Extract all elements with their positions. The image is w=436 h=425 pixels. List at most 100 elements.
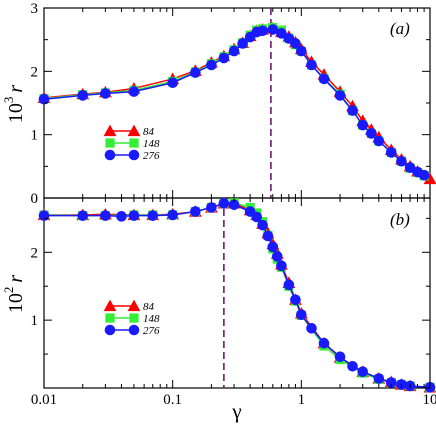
data-point-276 [357,119,369,131]
data-point-276 [38,93,50,105]
data-point-276 [228,45,240,57]
series-line-148 [43,201,431,389]
data-point-276 [251,211,263,223]
data-point-276 [100,210,111,221]
legend-marker-276 [128,149,140,161]
data-point-276 [271,251,283,262]
y-tick-label: 1 [31,128,39,144]
data-point-276 [257,219,268,231]
svg-text:103r: 103 r [1,85,27,124]
series-276 [38,24,430,181]
data-point-276 [218,198,230,209]
plot-frame-a [43,7,431,199]
x-tick-label: 1 [298,392,306,408]
data-point-276 [366,128,377,139]
legend-marker-84 [127,299,141,312]
y-tick-label: 1 [31,313,39,329]
data-point-276 [147,210,159,221]
y-tick-label: 2 [31,64,39,80]
legend-marker-276 [128,324,140,336]
y-label-prefix-a: 10 [5,103,27,123]
plot-frame-b [43,197,431,389]
data-point-276 [347,360,358,372]
y-tick-label: 2 [31,245,39,261]
data-point-276 [167,209,178,221]
y-label-var-b: r [5,275,27,283]
x-tick-label: 0.1 [163,392,182,408]
data-point-276 [77,210,89,221]
data-point-276 [418,169,430,181]
legend-label-84: 84 [143,301,155,313]
legend-marker-84 [103,124,117,137]
data-point-276 [100,88,111,99]
data-point-276 [116,211,127,222]
legend-label-276: 276 [143,150,160,162]
panel-label-a: (a) [390,19,410,38]
data-point-276 [276,28,287,39]
data-point-276 [77,90,89,101]
y-axis-label-a: 103 r [1,85,27,124]
data-point-276 [373,373,385,384]
data-point-276 [306,59,317,71]
panel-label-b: (b) [390,210,410,229]
data-point-276 [373,135,385,147]
legend-label-148: 148 [143,138,160,150]
data-point-276 [228,199,240,211]
data-point-84 [423,172,436,185]
data-point-276 [190,206,201,217]
y-tick-label: 3 [31,1,39,17]
data-point-276 [190,67,201,78]
legend-marker-148 [129,313,139,323]
legend-marker-276 [104,324,116,336]
y-label-prefix-b: 10 [5,293,27,313]
series-148 [39,198,435,392]
data-point-276 [267,241,279,253]
legend-label-148: 148 [143,313,160,325]
legend-marker-276 [104,149,116,161]
y-axis-label-b: 102 r [1,275,27,314]
series-84 [37,197,436,393]
data-point-276 [267,24,279,35]
data-point-276 [38,210,50,221]
data-point-276 [257,25,268,37]
x-axis-label: γ [231,399,241,423]
data-point-276 [385,377,397,388]
series-276 [38,198,436,393]
data-point-276 [262,230,274,242]
series-line-84 [44,202,431,389]
data-point-276 [334,90,346,101]
data-point-276 [206,59,217,71]
data-point-276 [347,105,358,116]
svg-text:102r: 102 r [1,275,27,314]
data-point-276 [290,38,301,49]
legend-marker-84 [127,124,141,137]
legend-label-276: 276 [143,325,160,337]
legend-marker-148 [105,313,115,323]
legend-label-84: 84 [143,126,155,138]
series-line-276 [44,202,431,389]
data-point-276 [237,38,248,49]
data-point-276 [334,351,346,363]
legend-marker-148 [129,138,139,148]
data-point-276 [296,45,307,57]
data-point-276 [128,210,140,221]
data-point-276 [318,337,330,349]
data-point-276 [218,52,230,64]
data-point-276 [318,73,330,85]
data-point-276 [167,77,178,89]
x-tick-label: 0.01 [31,392,57,408]
data-point-276 [206,202,217,213]
x-tick-label: 10 [423,392,436,408]
legend-marker-148 [105,138,115,148]
data-point-276 [306,322,317,334]
y-label-exp-b: 2 [1,287,16,294]
data-point-276 [357,366,369,378]
data-point-276 [128,86,140,97]
y-label-var-a: r [5,85,27,93]
data-point-276 [296,309,307,321]
data-point-276 [290,294,301,306]
